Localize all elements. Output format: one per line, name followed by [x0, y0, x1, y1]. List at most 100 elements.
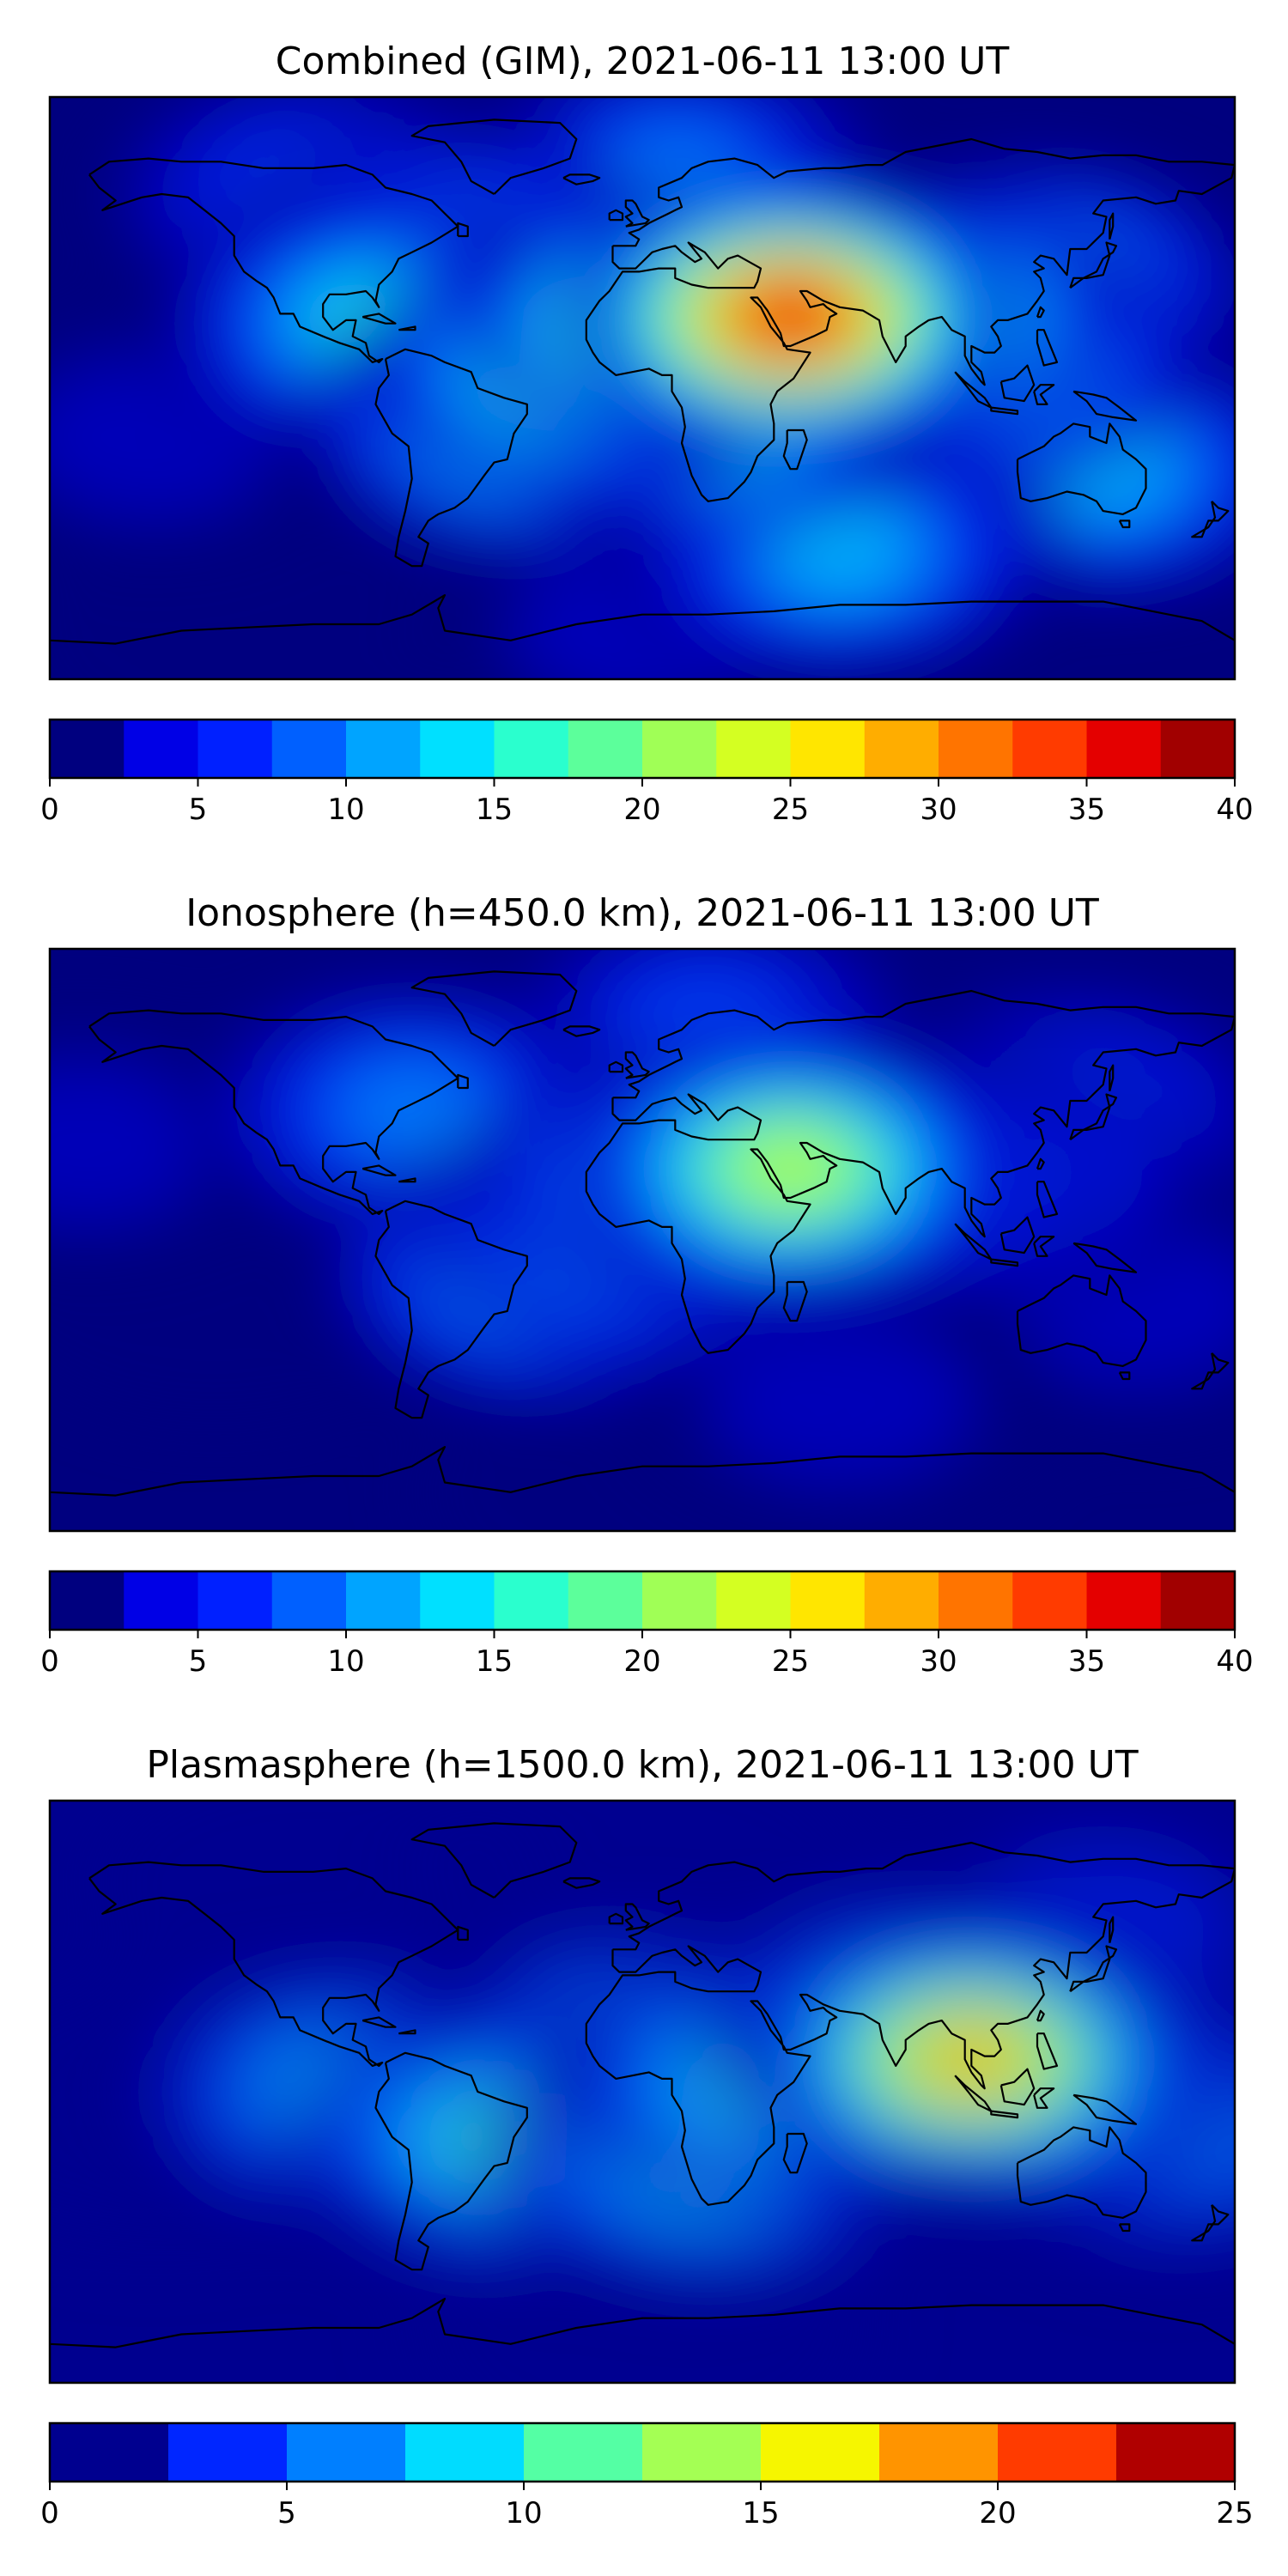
colorbar-segment	[197, 720, 273, 778]
coastline	[1069, 241, 1118, 289]
colorbar-segment	[524, 2423, 643, 2482]
colorbar-segment	[716, 1571, 792, 1630]
coastline	[50, 2298, 1235, 2348]
colorbar-tick-label: 25	[772, 1644, 809, 1679]
colorbar-tick-label: 20	[979, 2496, 1016, 2530]
colorbar-tick-label: 35	[1068, 793, 1105, 827]
coastline	[1118, 2223, 1131, 2233]
coastline	[1069, 1093, 1118, 1141]
colorbar-tick-label: 0	[40, 1644, 59, 1679]
map-frame	[48, 95, 1236, 681]
coastline	[1072, 2093, 1138, 2125]
colorbar: 0 5 10 15 20 25 30 35 40	[40, 1570, 1254, 1679]
colorbar-segment	[124, 720, 199, 778]
coastline	[585, 989, 1235, 1354]
colorbar-tick-label: 0	[40, 793, 59, 827]
colorbar-tick-label: 15	[476, 1644, 513, 1679]
colorbar-tick-label: 25	[772, 793, 809, 827]
colorbar-tick-label: 40	[1216, 793, 1253, 827]
colorbar-segment	[939, 1571, 1013, 1630]
field-contour	[743, 283, 838, 350]
colorbar-tick-label: 35	[1068, 1644, 1105, 1679]
coastline	[1036, 306, 1045, 319]
colorbar-segment	[642, 2423, 762, 2482]
colorbar-tick-label: 30	[920, 1644, 957, 1679]
coastline	[1016, 2126, 1147, 2219]
coastline	[1036, 1181, 1059, 1218]
coastline	[1191, 1352, 1230, 1390]
colorbar-segment	[50, 720, 125, 778]
colorbar-segment	[124, 1571, 199, 1630]
field-contour	[736, 1132, 845, 1206]
coastline	[1033, 1236, 1055, 1257]
coastline	[1016, 422, 1147, 515]
colorbar-segment	[879, 2423, 999, 2482]
coastline	[608, 1912, 624, 1925]
coastline	[562, 1025, 601, 1037]
coastline	[410, 1822, 578, 1899]
coastline	[398, 325, 416, 331]
coastline	[1016, 1274, 1147, 1367]
coastline	[1036, 1157, 1045, 1170]
chart-title: Combined (GIM), 2021-06-11 13:00 UT	[276, 39, 1010, 83]
coastline	[398, 2029, 416, 2035]
colorbar-segment	[287, 2423, 406, 2482]
map-plot	[48, 95, 1236, 681]
coastline	[398, 1177, 416, 1183]
colorbar-segment	[50, 2423, 169, 2482]
colorbar-segment	[790, 720, 866, 778]
coastline	[585, 1841, 1235, 2206]
map-frame	[48, 1799, 1236, 2385]
coastline	[457, 1925, 469, 1941]
colorbar-segment	[1012, 1571, 1088, 1630]
colorbar-segment	[568, 720, 643, 778]
coastline	[374, 2051, 528, 2271]
coastline	[410, 118, 578, 195]
colorbar-segment	[998, 2423, 1117, 2482]
colorbar-tick-label: 20	[623, 1644, 660, 1679]
colorbar-tick-label: 25	[1216, 2496, 1253, 2530]
coastline	[1033, 384, 1055, 405]
colorbar-segment	[864, 1571, 939, 1630]
coastline	[608, 1060, 624, 1073]
coastline	[1036, 2009, 1045, 2022]
colorbar-segment	[864, 720, 939, 778]
coastline	[1109, 1064, 1115, 1091]
coastline	[999, 364, 1036, 403]
colorbar-segment	[494, 720, 569, 778]
coastline	[999, 1216, 1036, 1255]
coastline	[50, 1446, 1235, 1497]
colorbar-tick-label: 30	[920, 793, 957, 827]
coastline	[562, 173, 601, 185]
map-plot	[48, 1799, 1236, 2385]
coastline	[410, 970, 578, 1047]
colorbar-tick-label: 15	[476, 793, 513, 827]
colorbar: 0 5 10 15 20 25 30 35 40	[40, 718, 1254, 827]
coastline	[1033, 2087, 1055, 2109]
map-frame	[48, 947, 1236, 1533]
panel-ionosphere: Ionosphere (h=450.0 km), 2021-06-11 13:0…	[40, 891, 1254, 1679]
coastline	[1118, 519, 1131, 529]
colorbar-tick-label: 15	[742, 2496, 779, 2530]
coastline	[88, 1861, 459, 2067]
colorbar-segment	[1086, 720, 1162, 778]
coastlines	[50, 1822, 1235, 2348]
coastline	[585, 137, 1235, 502]
colorbar-segment	[197, 1571, 273, 1630]
colorbar-tick-label: 10	[327, 793, 364, 827]
colorbar-tick-label: 5	[189, 1644, 208, 1679]
coastline	[1036, 329, 1059, 367]
panel-plasmasphere: Plasmasphere (h=1500.0 km), 2021-06-11 1…	[40, 1743, 1253, 2530]
chart-title: Ionosphere (h=450.0 km), 2021-06-11 13:0…	[185, 891, 1099, 935]
coastline	[1191, 501, 1230, 538]
colorbar-segment	[642, 1571, 717, 1630]
coastline	[782, 1280, 808, 1322]
coastline	[608, 209, 624, 222]
panel-combined: Combined (GIM), 2021-06-11 13:00 UT 0 5 10…	[40, 39, 1254, 827]
coastline	[361, 2016, 397, 2028]
colorbar-segment	[1160, 720, 1236, 778]
colorbar-segment	[716, 720, 792, 778]
colorbar-segment	[1116, 2423, 1236, 2482]
coastline	[1072, 1242, 1138, 1273]
